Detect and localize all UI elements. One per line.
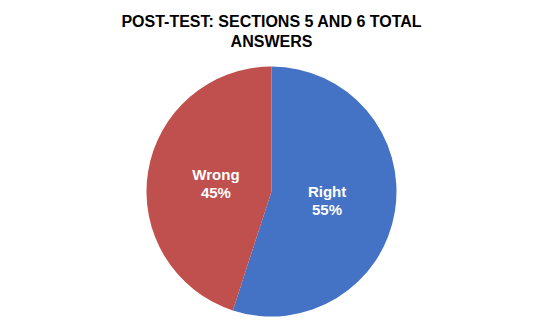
html-text:ANSWERS: ANSWERS — [230, 33, 313, 50]
html-text:POST-TEST: SECTIONS 5 AND 6 TO: POST-TEST: SECTIONS 5 AND 6 TOTAL — [121, 13, 422, 30]
svg-text:Wrong45%: Wrong45% — [192, 166, 239, 201]
svg-text:Right55%: Right55% — [308, 183, 346, 218]
